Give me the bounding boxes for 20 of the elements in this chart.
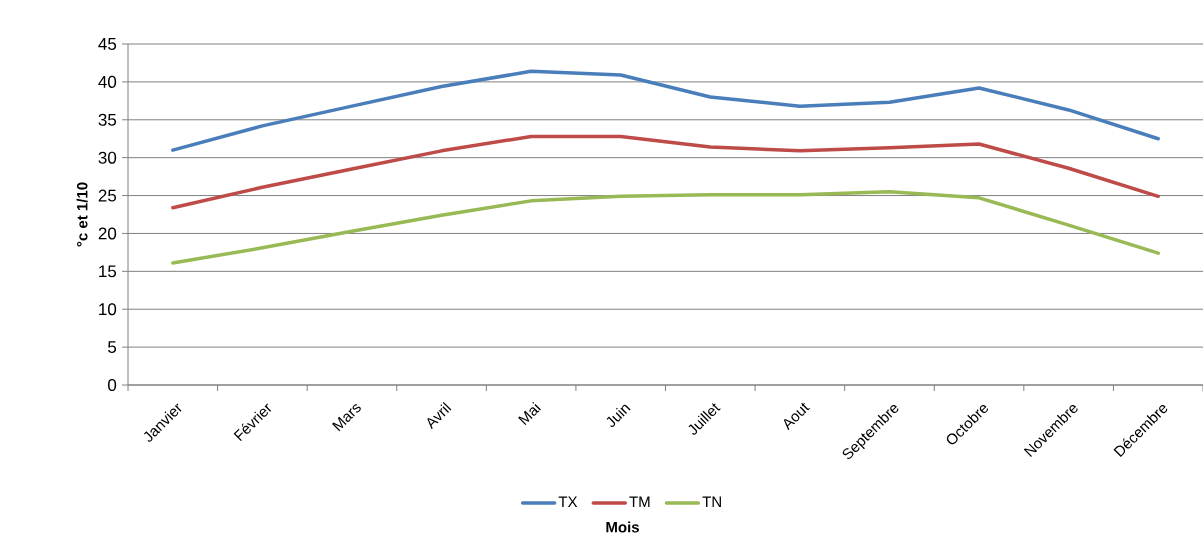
y-tick-label: 45	[98, 38, 117, 50]
x-tick-label: Juin	[606, 404, 631, 428]
y-tick-label: 5	[108, 341, 117, 354]
x-tick-label: Mai	[518, 401, 541, 426]
legend-label: TM	[629, 496, 650, 507]
y-tick-label: 25	[98, 189, 117, 202]
y-tick-label: 35	[98, 113, 117, 126]
legend-label: TN	[702, 496, 721, 507]
y-tick-label: 40	[98, 75, 117, 88]
line-series	[171, 134, 1160, 210]
x-axis-title: Mois	[606, 521, 639, 533]
legend-label: TX	[558, 496, 578, 507]
y-tick-label: 10	[99, 303, 117, 316]
y-tick-label: 30	[98, 151, 117, 164]
y-tick-label: 0	[108, 378, 117, 392]
line-series	[171, 190, 1160, 265]
y-axis-title: °c et 1/10	[76, 182, 88, 247]
line-series	[171, 69, 1160, 152]
y-tick-label: 15	[99, 265, 117, 278]
y-tick-label: 20	[98, 227, 117, 240]
